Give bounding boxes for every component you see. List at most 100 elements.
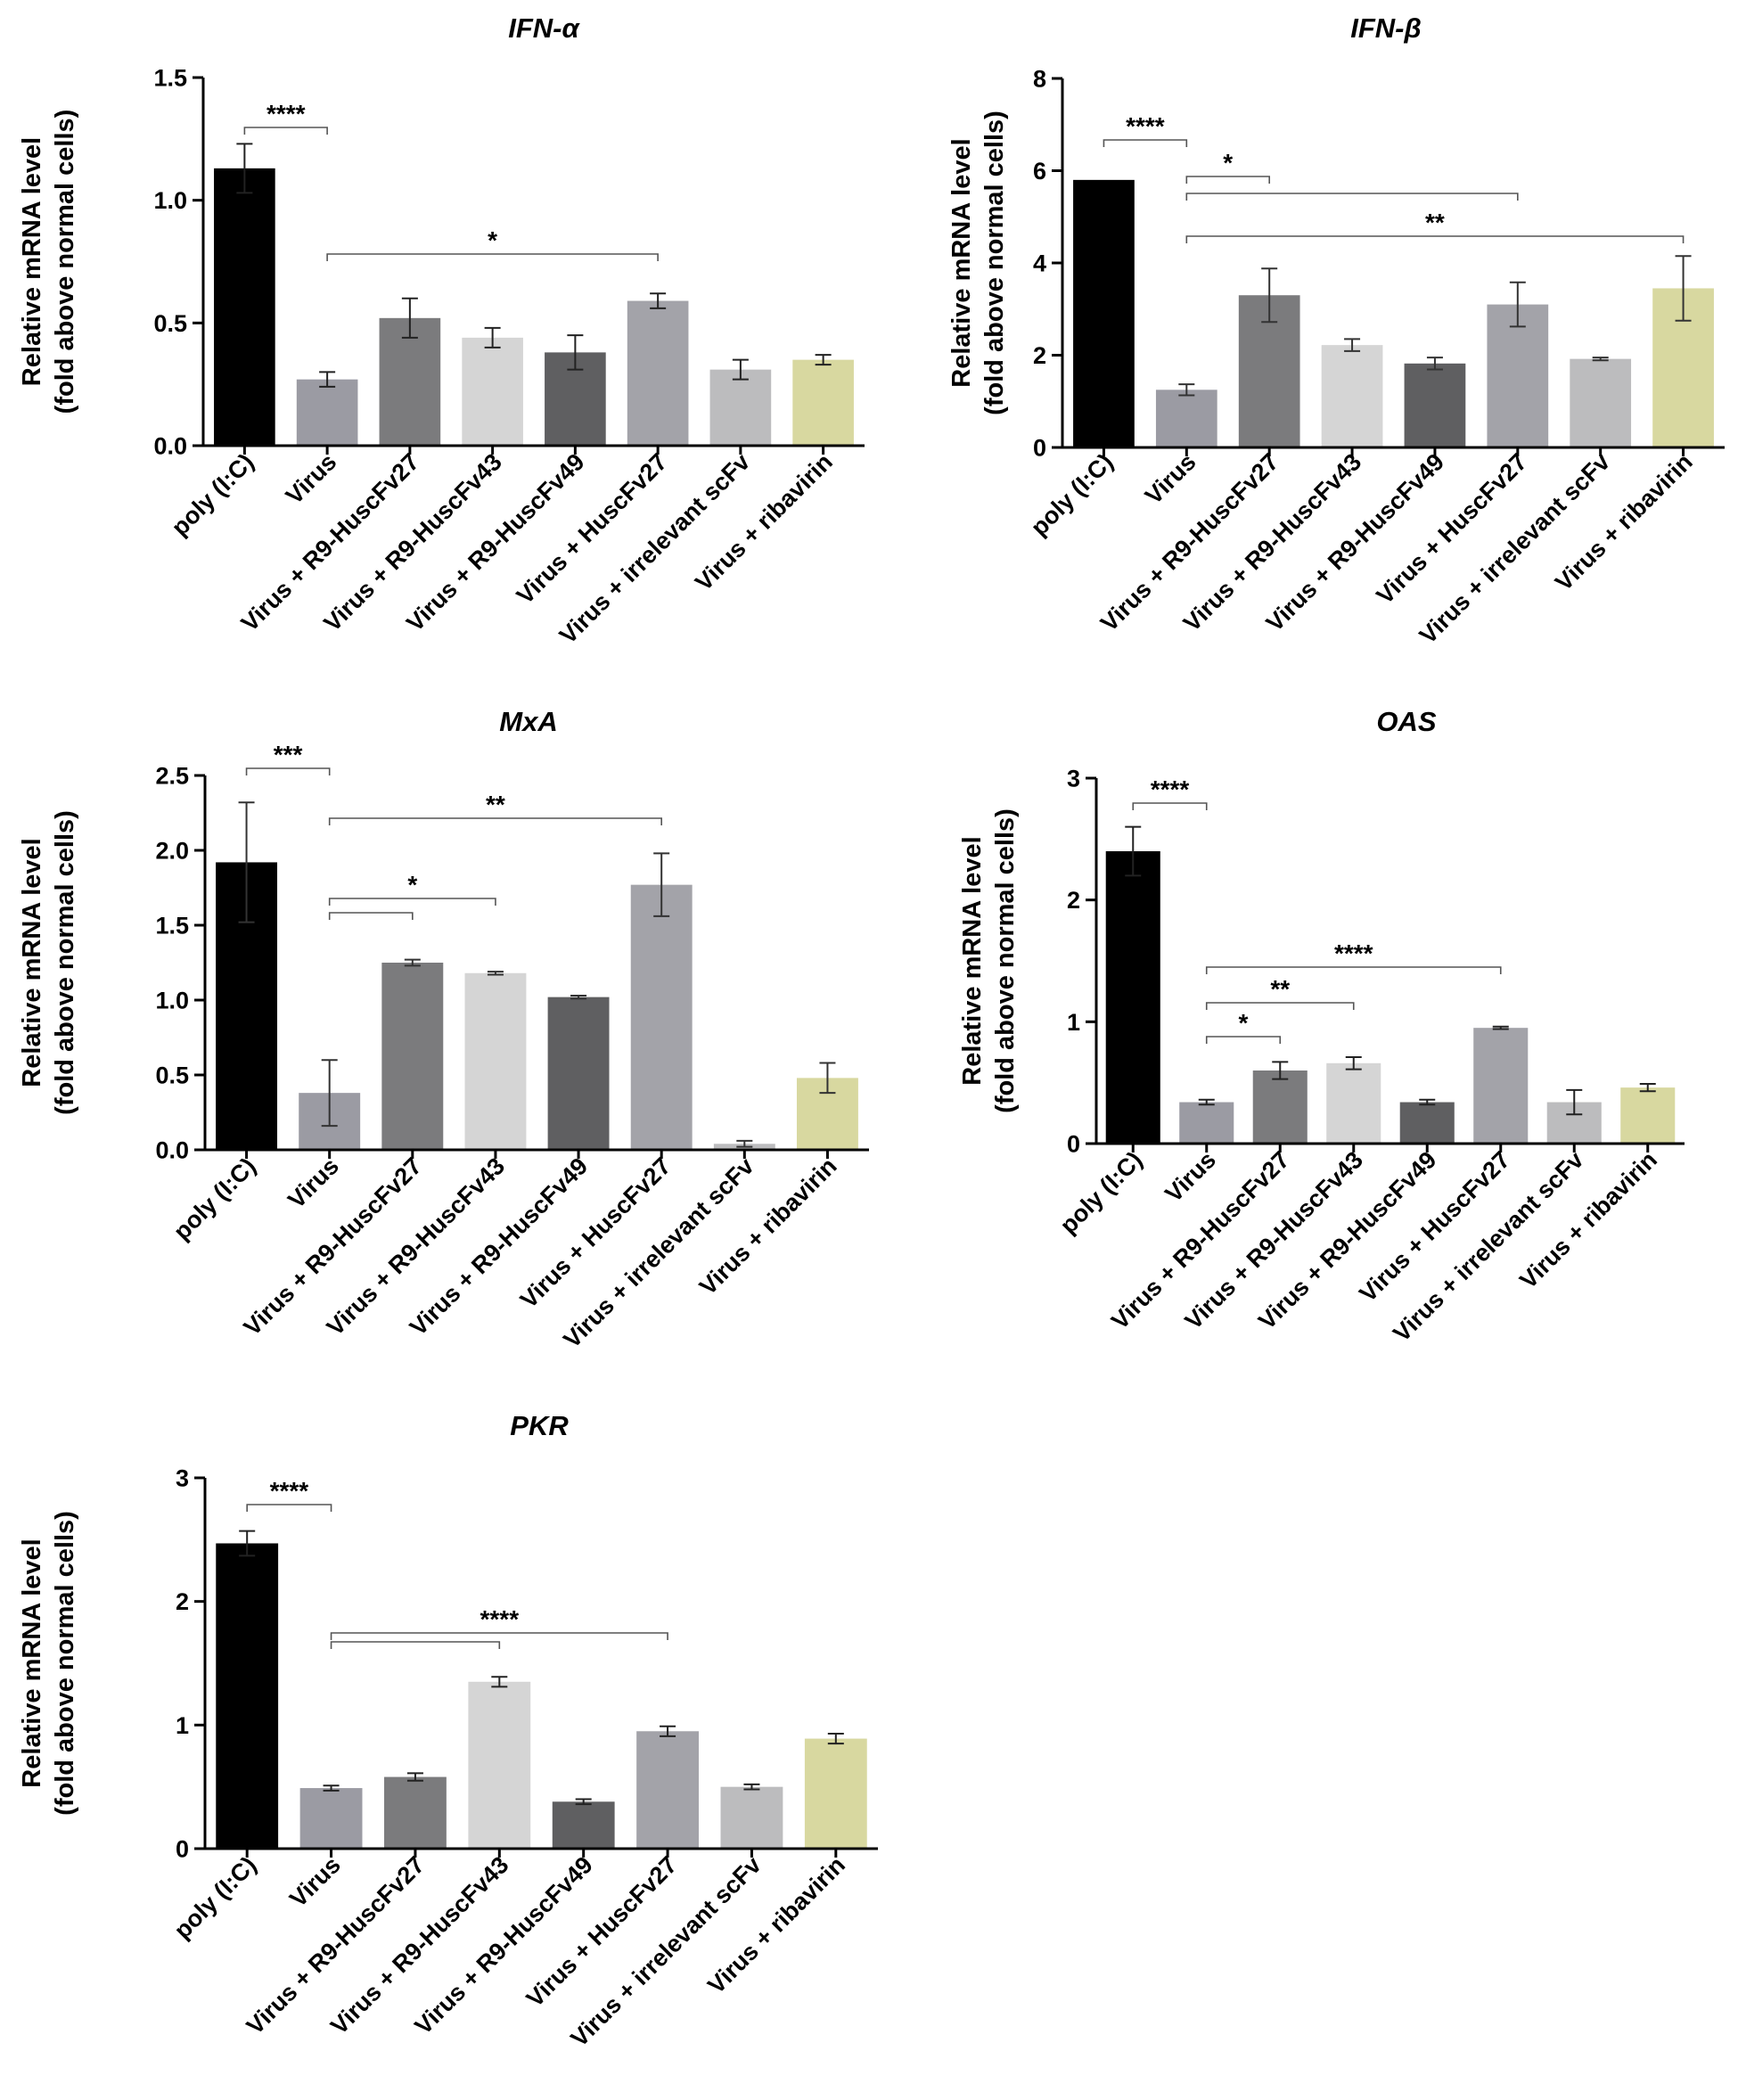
y-axis-label: Relative mRNA level	[18, 838, 46, 1087]
error-bar-7	[1566, 1088, 1583, 1116]
bar-1	[1105, 851, 1160, 1144]
bar-2	[1155, 390, 1217, 447]
significance-label: **	[486, 791, 505, 818]
x-tick-label: poly (I:C)	[1055, 1146, 1148, 1239]
bar-3	[379, 317, 441, 446]
significance-label: *	[1223, 149, 1233, 176]
bar-7	[1570, 358, 1632, 447]
error-bar-3	[401, 297, 418, 339]
bar-6	[636, 1731, 699, 1849]
error-bar-5	[1426, 357, 1443, 371]
significance-bracket	[243, 127, 328, 135]
error-bar-5	[567, 334, 584, 371]
y-tick-label: 0	[176, 1835, 189, 1862]
x-tick-label: poly (I:C)	[168, 1851, 261, 1944]
error-bar-4	[487, 971, 504, 976]
significance-bracket	[330, 1632, 668, 1640]
significance-bracket	[1103, 139, 1188, 147]
x-tick-label: Virus	[1160, 1146, 1221, 1208]
error-bar-2	[321, 1059, 338, 1128]
y-axis-label-secondary: (fold above normal cells)	[51, 1511, 79, 1816]
bar-5	[547, 997, 610, 1150]
error-bar-2	[1198, 1098, 1215, 1106]
significance-bracket	[328, 817, 662, 825]
chart-title: IFN-α	[508, 12, 580, 44]
bar-4	[1321, 345, 1383, 447]
chart-panel-1: IFN-α Relative mRNA level (fold above norm…	[18, 12, 865, 649]
bar-2	[1179, 1102, 1234, 1144]
bar-5	[1399, 1102, 1455, 1144]
error-bar-8	[815, 354, 832, 366]
significance-label: *	[407, 871, 417, 898]
bar-8	[1620, 1087, 1676, 1144]
y-axis-label-secondary: (fold above normal cells)	[51, 110, 79, 414]
error-bar-3	[404, 958, 421, 967]
y-tick-label: 0.0	[153, 432, 187, 459]
error-bar-8	[1675, 255, 1692, 322]
y-tick-label: 0	[1033, 434, 1046, 461]
significance-bracket	[328, 912, 414, 920]
bar-6	[1473, 1028, 1529, 1144]
y-axis-label-secondary: (fold above normal cells)	[980, 111, 1009, 415]
y-tick-label: 1.5	[155, 912, 189, 939]
error-bar-1	[239, 1530, 256, 1557]
significance-label: ***	[274, 741, 303, 768]
error-bar-6	[653, 852, 670, 917]
x-tick-label: Virus + HuscFv27	[515, 1153, 676, 1314]
y-tick-label: 1.5	[153, 64, 187, 91]
significance-label: *	[1239, 1009, 1249, 1037]
y-tick-label: 1	[1067, 1009, 1080, 1036]
bar-6	[630, 884, 693, 1150]
y-tick-label: 2.0	[155, 837, 189, 864]
significance-bracket	[1205, 966, 1502, 974]
y-tick-label: 2	[1067, 887, 1080, 914]
chart-panel-5: PKR Relative mRNA level (fold above normal…	[18, 1410, 878, 2052]
y-tick-label: 2	[1033, 342, 1046, 369]
y-tick-label: 6	[1033, 158, 1046, 185]
y-tick-label: 0	[1067, 1130, 1080, 1157]
significance-bracket	[330, 1641, 501, 1649]
bar-3	[384, 1776, 447, 1849]
significance-label: ****	[480, 1605, 520, 1633]
error-bar-1	[238, 801, 255, 923]
y-axis-label-secondary: (fold above normal cells)	[991, 808, 1020, 1113]
bar-5	[552, 1801, 615, 1849]
significance-bracket	[1185, 193, 1519, 201]
y-axis-label: Relative mRNA level	[958, 836, 987, 1085]
error-bar-7	[1592, 357, 1609, 362]
error-bar-3	[406, 1772, 423, 1782]
chart-title: MxA	[499, 706, 557, 737]
error-bar-3	[1261, 267, 1278, 324]
error-bar-2	[319, 371, 336, 388]
y-tick-label: 0.5	[155, 1062, 189, 1088]
error-bar-8	[1639, 1083, 1656, 1093]
significance-bracket	[246, 1504, 332, 1512]
error-bar-7	[743, 1783, 760, 1791]
significance-bracket	[245, 767, 331, 775]
y-tick-label: 1	[176, 1712, 189, 1739]
x-tick-label: Virus + HuscFv27	[512, 448, 673, 610]
error-bar-4	[1344, 338, 1361, 352]
error-bar-6	[1492, 1025, 1509, 1030]
significance-label: ****	[266, 100, 306, 127]
x-tick-label: Virus + ribavirin	[1514, 1146, 1662, 1294]
error-bar-5	[575, 1798, 592, 1806]
x-tick-label: Virus	[281, 448, 342, 510]
y-axis-label: Relative mRNA level	[18, 137, 46, 386]
y-tick-label: 1.0	[155, 987, 189, 1013]
bar-7	[709, 369, 772, 446]
chart-panel-3: MxA Relative mRNA level (fold above normal…	[18, 706, 869, 1353]
error-bar-7	[736, 1139, 753, 1148]
bar-3	[1252, 1071, 1308, 1144]
significance-bracket	[1205, 1002, 1355, 1010]
significance-label: ****	[1334, 939, 1373, 967]
y-tick-label: 3	[1067, 765, 1080, 792]
bar-7	[720, 1786, 783, 1849]
significance-bracket	[1205, 1036, 1282, 1044]
significance-label: ****	[270, 1477, 309, 1505]
x-tick-label: Virus + ribavirin	[690, 448, 838, 596]
bar-4	[464, 972, 527, 1150]
bar-1	[1073, 179, 1135, 447]
error-bar-6	[650, 292, 667, 309]
